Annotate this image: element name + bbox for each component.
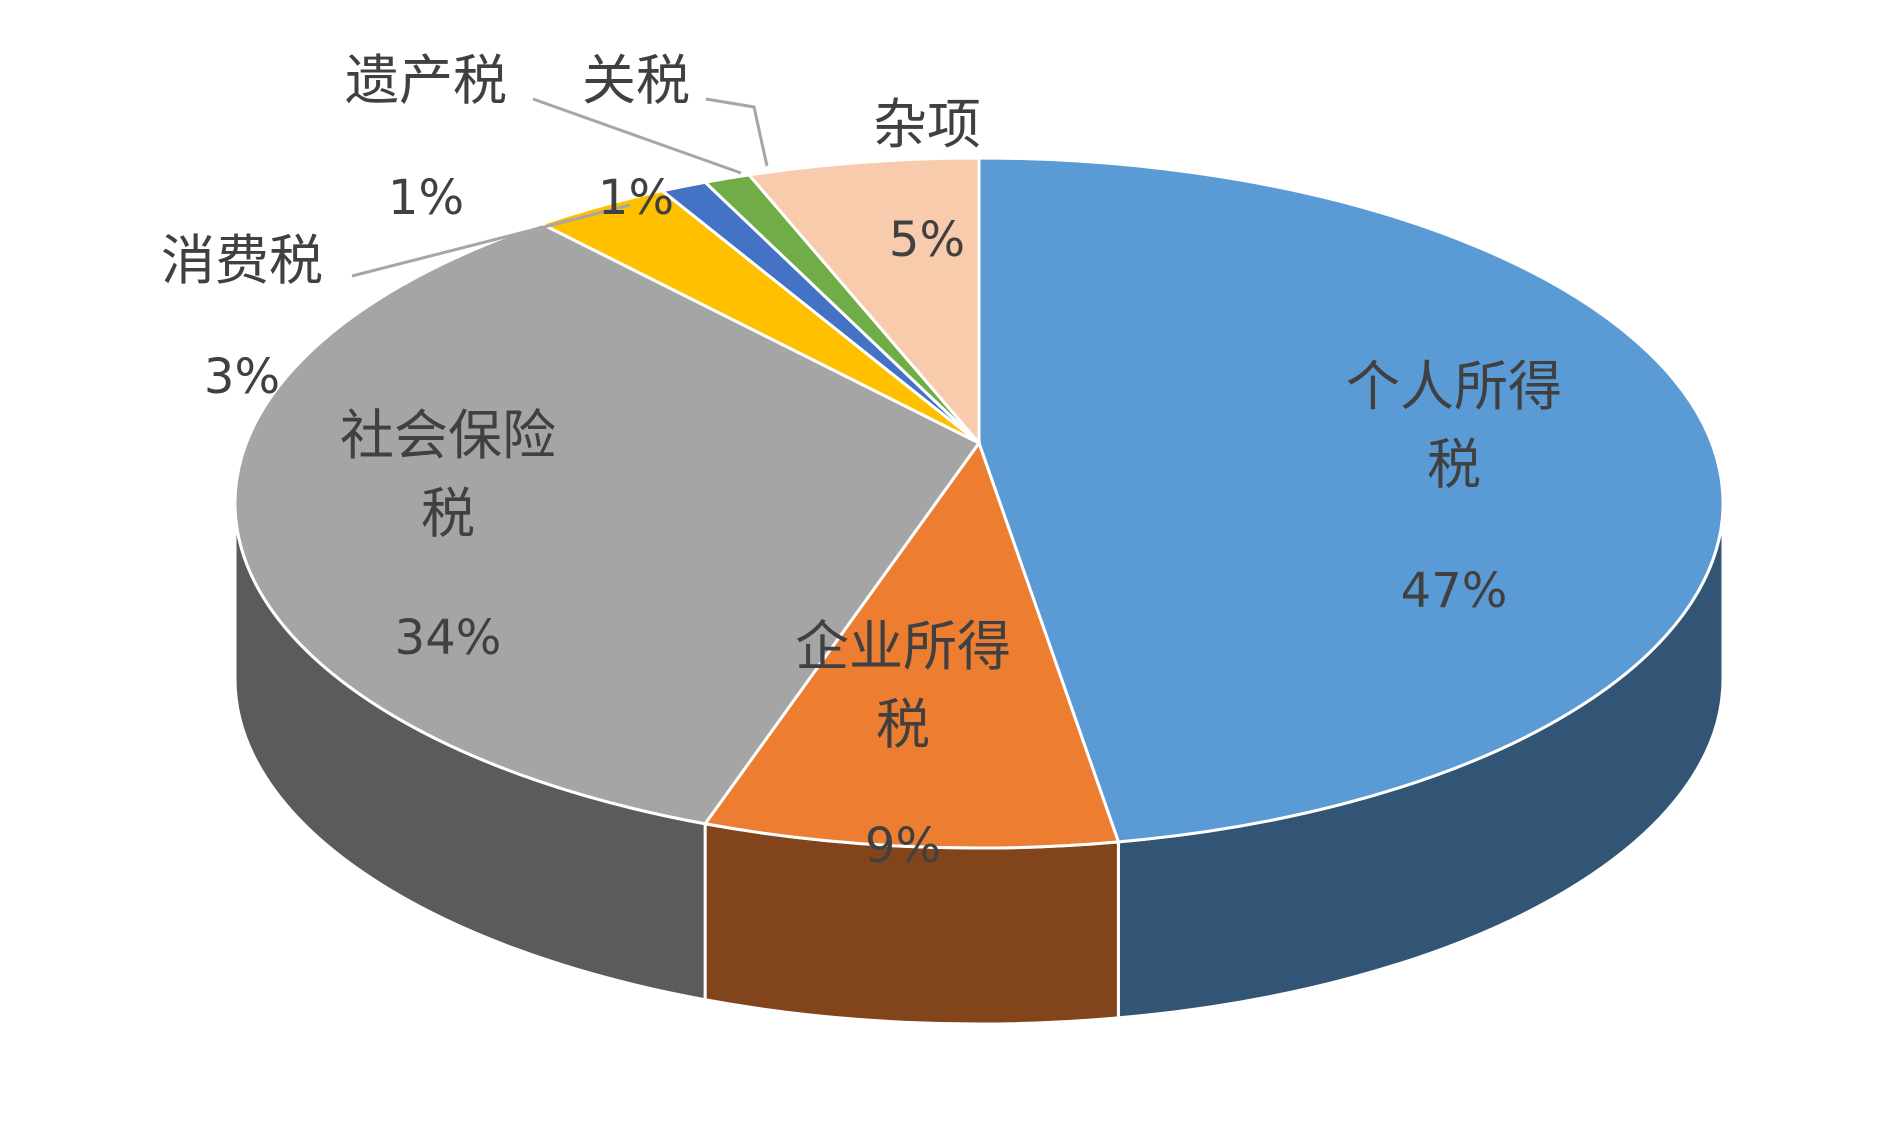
pie-slice	[977, 156, 1725, 844]
value-label: 5%	[888, 212, 966, 268]
slice-label: 企业所得税	[795, 615, 1011, 757]
pie-slice	[233, 222, 982, 826]
slice-label: 关税	[582, 49, 690, 112]
value-label: 3%	[203, 349, 281, 405]
slice-label: 个人所得税	[1346, 355, 1562, 497]
value-label: 1%	[387, 170, 465, 226]
value-label: 34%	[394, 610, 502, 666]
leader-line	[532, 97, 742, 175]
slice-label: 杂项	[873, 93, 981, 156]
slice-label: 遗产税	[345, 49, 507, 112]
value-label: 9%	[864, 818, 942, 874]
leader-line	[351, 203, 631, 278]
value-label: 47%	[1400, 563, 1508, 619]
value-label: 1%	[597, 170, 675, 226]
leader-line	[705, 97, 769, 167]
pie-slice	[702, 439, 1121, 850]
pie-slice	[746, 156, 981, 448]
slice-label: 消费税	[161, 229, 323, 292]
slice-label: 社会保险税	[340, 404, 556, 546]
